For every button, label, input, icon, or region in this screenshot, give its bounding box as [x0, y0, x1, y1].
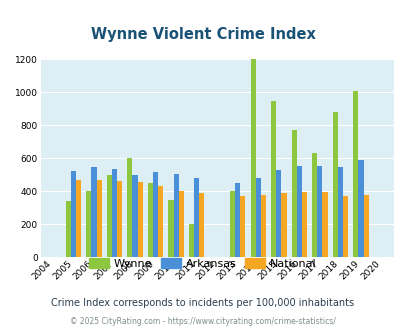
Text: © 2025 CityRating.com - https://www.cityrating.com/crime-statistics/: © 2025 CityRating.com - https://www.city… [70, 317, 335, 326]
Legend: Wynne, Arkansas, National: Wynne, Arkansas, National [85, 254, 320, 273]
Text: Wynne Violent Crime Index: Wynne Violent Crime Index [90, 27, 315, 42]
Bar [86, 191, 91, 257]
Bar [342, 195, 347, 257]
Bar [352, 91, 358, 257]
Bar [168, 200, 173, 257]
Text: Crime Index corresponds to incidents per 100,000 inhabitants: Crime Index corresponds to incidents per… [51, 298, 354, 308]
Bar [332, 112, 337, 257]
Bar [291, 130, 296, 257]
Bar [132, 175, 137, 257]
Bar [194, 178, 199, 257]
Bar [260, 195, 265, 257]
Bar [127, 158, 132, 257]
Bar [358, 160, 362, 257]
Bar [137, 182, 143, 257]
Bar [112, 169, 117, 257]
Bar [311, 153, 317, 257]
Bar [96, 180, 101, 257]
Bar [255, 178, 260, 257]
Bar [71, 171, 76, 257]
Bar [337, 168, 342, 257]
Bar [76, 180, 81, 257]
Bar [107, 175, 112, 257]
Bar [271, 101, 275, 257]
Bar [199, 193, 204, 257]
Bar [275, 170, 281, 257]
Bar [301, 192, 306, 257]
Bar [281, 193, 286, 257]
Bar [158, 185, 163, 257]
Bar [250, 59, 255, 257]
Bar [240, 195, 245, 257]
Bar [117, 181, 122, 257]
Bar [322, 192, 327, 257]
Bar [66, 201, 71, 257]
Bar [91, 167, 96, 257]
Bar [296, 166, 301, 257]
Bar [153, 172, 158, 257]
Bar [230, 191, 234, 257]
Bar [234, 183, 240, 257]
Bar [173, 174, 178, 257]
Bar [362, 195, 368, 257]
Bar [317, 166, 322, 257]
Bar [188, 224, 194, 257]
Bar [147, 183, 153, 257]
Bar [178, 191, 183, 257]
